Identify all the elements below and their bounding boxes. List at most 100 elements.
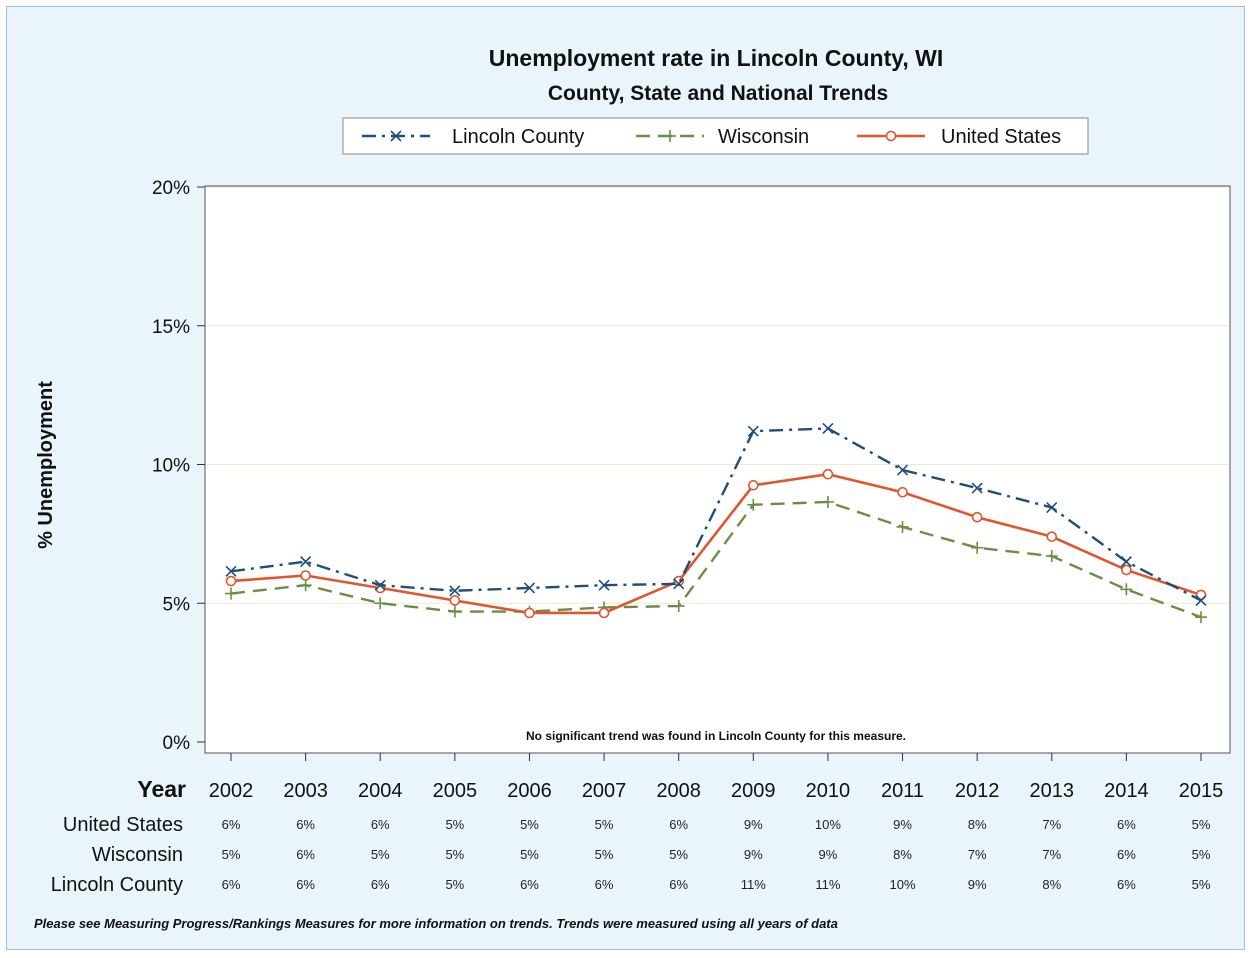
point-united-states [225, 575, 237, 587]
table-cell: 6% [222, 817, 241, 832]
x-tick-label: 2008 [656, 780, 701, 802]
table-cell: 11% [815, 877, 840, 892]
point-united-states [897, 486, 908, 498]
point-united-states [1046, 531, 1058, 542]
point-wisconsin [374, 597, 387, 610]
point-united-states [748, 480, 759, 491]
table-cell: 8% [893, 847, 912, 862]
table-cell: 7% [1042, 817, 1061, 832]
point-united-states [971, 511, 983, 523]
series-line-united-states [230, 472, 1202, 615]
table-cell: 5% [1192, 817, 1211, 832]
table-cell: 10% [815, 817, 841, 832]
data-table: United States 6% 6% 6% 5% 5% 5% 6% 9% 10% 9% 8% 7% 6%… [51, 814, 1211, 896]
y-tick-label: 15% [152, 317, 190, 338]
table-cell: 9% [819, 847, 838, 862]
table-cell: 6% [669, 817, 688, 832]
point-lincoln-county [822, 422, 834, 434]
table-cell: 5% [595, 847, 614, 862]
point-wisconsin [1045, 550, 1058, 563]
table-cell: 5% [445, 847, 464, 862]
table-cell: 9% [968, 877, 987, 892]
y-tick-label: 0% [163, 733, 191, 754]
table-cell: 5% [445, 817, 464, 832]
point-wisconsin [1120, 583, 1133, 596]
point-wisconsin [747, 498, 760, 511]
point-lincoln-county [1120, 556, 1132, 568]
point-lincoln-county [300, 556, 312, 568]
table-cell: 9% [744, 817, 763, 832]
point-wisconsin [299, 579, 312, 592]
table-cell: 9% [893, 817, 912, 832]
legend-marker [390, 130, 402, 142]
y-axis: 0% 5% 10% 15% 20% [152, 178, 205, 754]
table-cell: 6% [1117, 817, 1136, 832]
point-lincoln-county [1195, 594, 1207, 607]
series-wisconsin [225, 495, 1207, 624]
chart-subtitle: County, State and National Trends [548, 82, 888, 105]
x-tick-label: 2004 [358, 780, 403, 802]
point-united-states [449, 595, 461, 606]
legend-item-wisconsin: Wisconsin [636, 126, 809, 148]
table-row-label: Wisconsin [92, 844, 183, 866]
point-lincoln-county [747, 425, 759, 437]
series-lines [225, 422, 1207, 624]
table-cell: 7% [1042, 847, 1061, 862]
point-wisconsin [225, 587, 237, 600]
point-lincoln-county [374, 579, 386, 591]
table-cell: 6% [222, 877, 241, 892]
table-row-label: Lincoln County [51, 874, 183, 896]
table-cell: 9% [744, 847, 763, 862]
point-lincoln-county [896, 464, 909, 476]
point-wisconsin [896, 520, 909, 533]
point-wisconsin [672, 600, 685, 613]
y-tick-label: 20% [152, 178, 190, 199]
table-row-lincoln-county: Lincoln County 6% 6% 6% 5% 6% 6% 6% 11% 11% 10% 9% 8… [51, 874, 1211, 896]
point-united-states [524, 607, 535, 619]
y-tick-label: 5% [163, 594, 191, 615]
x-tick-label: 2011 [881, 780, 924, 802]
legend-marker [885, 130, 897, 142]
table-cell: 6% [520, 877, 539, 892]
point-united-states [300, 570, 311, 581]
y-axis-label: % Unemployment [35, 381, 57, 549]
x-tick-label: 2003 [283, 780, 328, 802]
table-cell: 8% [1042, 877, 1061, 892]
footnote: Please see Measuring Progress/Rankings M… [34, 916, 838, 931]
point-united-states [822, 468, 834, 480]
point-wisconsin [821, 495, 834, 508]
point-wisconsin [1195, 611, 1207, 624]
legend-label: United States [941, 126, 1061, 148]
table-cell: 6% [371, 877, 390, 892]
table-cell: 5% [669, 847, 688, 862]
point-lincoln-county [971, 482, 983, 494]
x-tick-label: 2006 [507, 780, 552, 802]
series-line-wisconsin [230, 500, 1202, 619]
x-tick-label: 2015 [1179, 780, 1224, 802]
x-tick-label: 2010 [806, 780, 851, 802]
table-cell: 5% [371, 847, 390, 862]
x-tick-label: 2014 [1104, 780, 1149, 802]
legend-item-lincoln-county: Lincoln County [362, 126, 584, 148]
table-cell: 10% [890, 877, 916, 892]
x-tick-label: 2009 [731, 780, 776, 802]
point-lincoln-county [598, 579, 610, 591]
table-cell: 11% [741, 877, 766, 892]
table-row-wisconsin: Wisconsin 5% 6% 5% 5% 5% 5% 5% 9% 9% 8% 7% 7% 6% 5% [92, 844, 1211, 866]
table-cell: 6% [296, 847, 315, 862]
y-tick-label: 10% [152, 456, 190, 477]
table-cell: 6% [669, 877, 688, 892]
point-wisconsin [448, 605, 461, 618]
x-tick-label: 2007 [582, 780, 627, 802]
series-united-states [225, 468, 1207, 619]
point-lincoln-county [225, 565, 237, 577]
table-cell: 6% [296, 817, 315, 832]
table-row-united-states: United States 6% 6% 6% 5% 5% 5% 6% 9% 10% 9% 8% 7% 6%… [63, 814, 1211, 836]
table-cell: 5% [1192, 847, 1211, 862]
legend-label: Lincoln County [452, 126, 584, 148]
table-cell: 6% [371, 817, 390, 832]
table-cell: 6% [296, 877, 315, 892]
x-tick-label: 2002 [209, 780, 254, 802]
table-cell: 7% [968, 847, 987, 862]
